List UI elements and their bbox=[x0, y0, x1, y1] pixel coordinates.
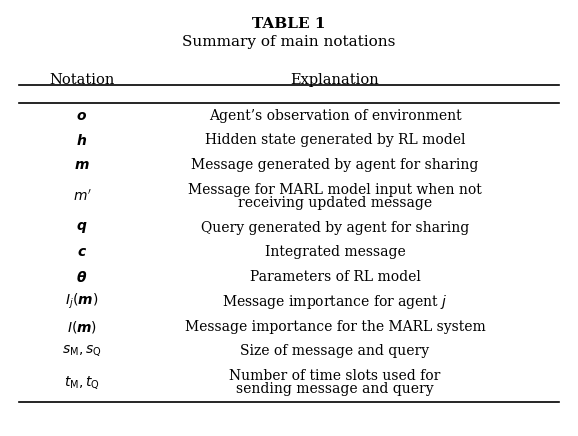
Text: Message importance for agent $j$: Message importance for agent $j$ bbox=[222, 293, 448, 311]
Text: Parameters of RL model: Parameters of RL model bbox=[250, 270, 420, 284]
Text: Agent’s observation of environment: Agent’s observation of environment bbox=[209, 109, 461, 123]
Text: $\boldsymbol{m}$: $\boldsymbol{m}$ bbox=[74, 158, 90, 172]
Text: Notation: Notation bbox=[49, 73, 114, 87]
Text: $s_\mathrm{M}, s_\mathrm{Q}$: $s_\mathrm{M}, s_\mathrm{Q}$ bbox=[62, 344, 102, 359]
Text: Explanation: Explanation bbox=[291, 73, 379, 87]
Text: Query generated by agent for sharing: Query generated by agent for sharing bbox=[201, 221, 469, 235]
Text: $\boldsymbol{c}$: $\boldsymbol{c}$ bbox=[77, 245, 87, 259]
Text: $\boldsymbol{q}$: $\boldsymbol{q}$ bbox=[76, 220, 88, 235]
Text: Message for MARL model input when not: Message for MARL model input when not bbox=[188, 183, 482, 197]
Text: $I_j(\boldsymbol{m})$: $I_j(\boldsymbol{m})$ bbox=[65, 292, 98, 311]
Text: sending message and query: sending message and query bbox=[236, 382, 434, 396]
Text: Size of message and query: Size of message and query bbox=[240, 344, 429, 358]
Text: $\boldsymbol{\theta}$: $\boldsymbol{\theta}$ bbox=[76, 269, 87, 285]
Text: Hidden state generated by RL model: Hidden state generated by RL model bbox=[205, 133, 465, 147]
Text: Message generated by agent for sharing: Message generated by agent for sharing bbox=[191, 158, 479, 172]
Text: Summary of main notations: Summary of main notations bbox=[182, 35, 396, 49]
Text: Integrated message: Integrated message bbox=[265, 245, 405, 259]
Text: $t_\mathrm{M}, t_\mathrm{Q}$: $t_\mathrm{M}, t_\mathrm{Q}$ bbox=[64, 374, 100, 391]
Text: Message importance for the MARL system: Message importance for the MARL system bbox=[184, 320, 486, 334]
Text: TABLE 1: TABLE 1 bbox=[252, 17, 326, 31]
Text: $\boldsymbol{o}$: $\boldsymbol{o}$ bbox=[76, 109, 87, 123]
Text: $\boldsymbol{m'}$: $\boldsymbol{m'}$ bbox=[73, 189, 91, 204]
Text: receiving updated message: receiving updated message bbox=[238, 196, 432, 210]
Text: $\boldsymbol{h}$: $\boldsymbol{h}$ bbox=[76, 133, 87, 148]
Text: Number of time slots used for: Number of time slots used for bbox=[229, 369, 440, 383]
Text: $I(\boldsymbol{m})$: $I(\boldsymbol{m})$ bbox=[67, 319, 97, 334]
